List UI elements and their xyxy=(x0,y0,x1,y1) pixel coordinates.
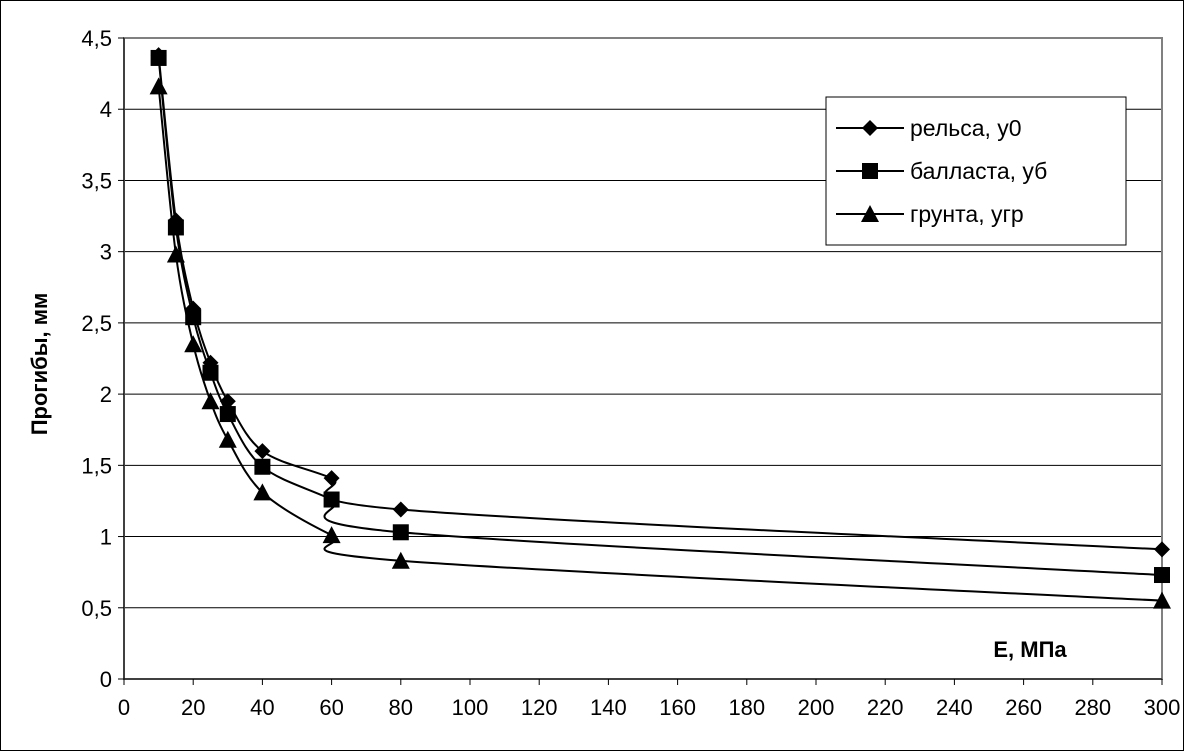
x-tick-label: 300 xyxy=(1144,695,1181,720)
data-point-triangle xyxy=(149,77,168,95)
x-tick-label: 240 xyxy=(936,695,973,720)
legend-label: грунта, угр xyxy=(910,201,1024,227)
tick-labels: 0 0,5 1 1,5 2 2,5 3 3,5 4 4,5 0 20 40 60 80 100 120 140 16… xyxy=(81,26,1180,720)
legend-marker-diamond xyxy=(862,120,878,136)
data-point-square xyxy=(167,219,184,236)
data-point-triangle xyxy=(1153,591,1171,609)
x-tick-label: 100 xyxy=(452,695,489,720)
legend-label: балласта, уб xyxy=(910,158,1047,184)
x-tick-label: 140 xyxy=(590,695,627,720)
x-tick-label: 160 xyxy=(659,695,696,720)
x-tick-label: 200 xyxy=(798,695,835,720)
data-point-square xyxy=(150,49,167,66)
x-tick-label: 60 xyxy=(319,695,343,720)
x-tick-label: 260 xyxy=(1005,695,1042,720)
data-point-triangle xyxy=(166,245,185,263)
legend-marker-triangle xyxy=(861,205,879,222)
data-point-diamond xyxy=(392,501,409,518)
data-point-triangle xyxy=(253,483,272,501)
y-tick-label: 3,5 xyxy=(81,168,112,193)
data-point-diamond xyxy=(254,443,271,460)
x-tick-label: 80 xyxy=(389,695,413,720)
x-tick-label: 20 xyxy=(181,695,205,720)
y-tick-label: 4 xyxy=(100,97,112,122)
y-axis-title: Прогибы, мм xyxy=(27,293,52,436)
y-tick-label: 0,5 xyxy=(81,596,112,621)
data-point-square xyxy=(185,309,202,326)
data-point-square xyxy=(323,491,340,508)
y-tick-label: 3 xyxy=(100,240,112,265)
data-point-triangle xyxy=(322,526,341,544)
legend-label: рельса, у0 xyxy=(910,115,1022,141)
data-point-diamond xyxy=(219,393,236,410)
x-tick-label: 0 xyxy=(118,695,130,720)
x-tick-label: 280 xyxy=(1074,695,1111,720)
axes xyxy=(118,37,1163,685)
data-point-square xyxy=(1154,567,1170,584)
legend-marker-square xyxy=(862,163,878,179)
legend: рельса, у0 балласта, уб грунта, угр xyxy=(825,96,1127,246)
data-point-diamond xyxy=(1154,541,1170,558)
data-point-square xyxy=(392,524,409,541)
series-markers xyxy=(149,47,1171,609)
data-point-diamond xyxy=(323,470,340,487)
y-tick-label: 2,5 xyxy=(81,311,112,336)
y-tick-label: 2 xyxy=(100,382,112,407)
data-point-triangle xyxy=(391,551,410,569)
x-tick-label: 120 xyxy=(521,695,558,720)
x-tick-label: 180 xyxy=(728,695,765,720)
data-point-square xyxy=(219,406,236,423)
y-tick-label: 4,5 xyxy=(81,26,112,51)
data-point-square xyxy=(254,458,271,475)
y-tick-label: 1,5 xyxy=(81,453,112,478)
x-axis-title: E, МПа xyxy=(993,637,1067,662)
y-tick-label: 0 xyxy=(100,667,112,692)
data-point-triangle xyxy=(218,430,237,448)
x-tick-label: 220 xyxy=(867,695,904,720)
data-point-square xyxy=(202,364,219,381)
data-point-triangle xyxy=(184,335,203,353)
x-tick-label: 40 xyxy=(250,695,274,720)
data-point-triangle xyxy=(201,392,220,410)
y-tick-label: 1 xyxy=(100,525,112,550)
